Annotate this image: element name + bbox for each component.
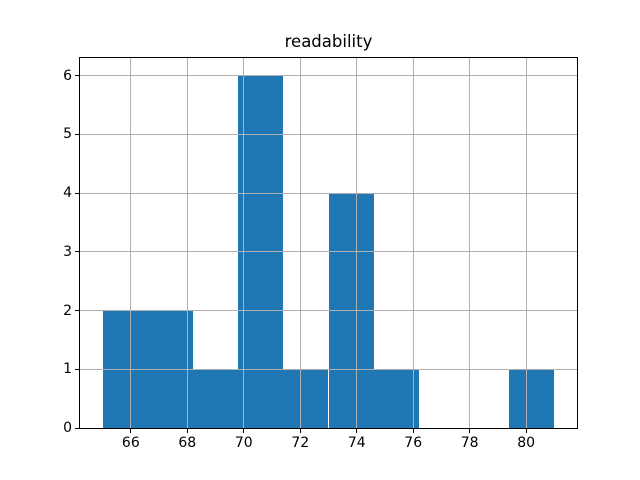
gridline-horizontal	[80, 75, 577, 77]
y-tick-label: 5	[63, 126, 72, 143]
x-tick-label: 70	[234, 435, 253, 451]
y-tick-label: 2	[63, 302, 72, 319]
x-tick-label: 72	[291, 435, 310, 451]
y-tick	[75, 427, 79, 429]
gridline-vertical	[469, 58, 471, 428]
gridline-vertical	[525, 58, 527, 428]
x-tick	[186, 429, 188, 433]
x-tick	[469, 429, 471, 433]
y-tick-label: 6	[63, 67, 72, 84]
y-tick-label: 0	[63, 420, 72, 436]
gridline-vertical	[243, 58, 245, 428]
x-tick	[412, 429, 414, 433]
x-tick	[525, 429, 527, 433]
histogram-bar	[283, 369, 329, 428]
x-tick	[356, 429, 358, 433]
x-tick-label: 66	[121, 435, 140, 451]
gridline-vertical	[356, 58, 358, 428]
y-tick	[75, 192, 79, 194]
histogram-bar	[373, 369, 419, 428]
x-tick-label: 76	[404, 435, 423, 451]
y-tick	[75, 368, 79, 370]
chart-title: readability	[284, 32, 373, 51]
gridline-horizontal	[80, 310, 577, 312]
x-tick-label: 80	[517, 435, 536, 451]
gridline-vertical	[299, 58, 301, 428]
x-tick-label: 78	[460, 435, 479, 451]
x-tick	[130, 429, 132, 433]
gridline-horizontal	[80, 133, 577, 135]
y-tick	[75, 251, 79, 253]
y-tick-label: 3	[63, 243, 72, 260]
y-tick-label: 4	[63, 185, 72, 202]
histogram-bar	[509, 369, 555, 428]
histogram-bar	[192, 369, 239, 428]
x-tick-label: 68	[178, 435, 197, 451]
x-tick	[299, 429, 301, 433]
gridline-horizontal	[80, 368, 577, 370]
y-tick-label: 1	[63, 361, 72, 378]
gridline-vertical	[186, 58, 188, 428]
plot-area: 66 68 70 72 74 76 78 80 0 1 2 3 4 5 6	[63, 57, 578, 451]
x-tick	[243, 429, 245, 433]
y-tick	[75, 75, 79, 77]
y-tick	[75, 310, 79, 312]
x-tick-label: 74	[347, 435, 366, 451]
gridline-horizontal	[80, 251, 577, 253]
gridline-vertical	[412, 58, 414, 428]
gridline-horizontal	[80, 192, 577, 194]
gridline-vertical	[130, 58, 132, 428]
y-tick	[75, 133, 79, 135]
